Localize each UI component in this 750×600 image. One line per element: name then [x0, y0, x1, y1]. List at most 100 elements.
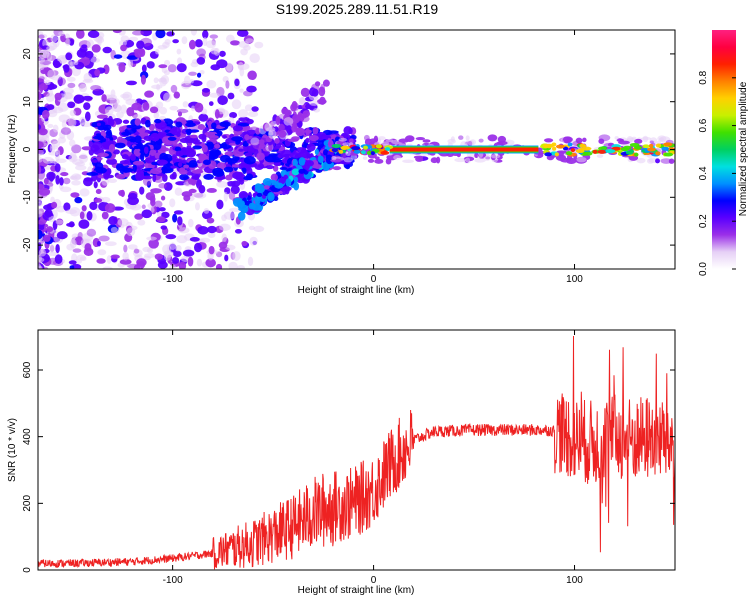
spectrogram-blob: [89, 201, 98, 211]
y-tick-label: -10: [22, 190, 33, 205]
spectrogram-blob: [198, 133, 207, 140]
spectrogram-blob: [143, 255, 151, 261]
spectrogram-blob: [542, 144, 549, 149]
spectrogram-blob: [50, 196, 55, 204]
spectrogram-blob: [299, 97, 306, 105]
spectrogram-blob: [59, 177, 64, 186]
spectrogram-blob: [141, 64, 147, 73]
spectrogram-blob: [38, 165, 42, 175]
spectrogram-blob: [219, 121, 231, 128]
spectrogram-blob: [197, 123, 206, 131]
spectrogram-blob: [95, 188, 102, 195]
spectrogram-blob: [241, 240, 248, 247]
spectrogram-blob: [96, 122, 101, 127]
spectrogram-blob: [66, 76, 76, 82]
spectrogram-blob: [112, 149, 120, 155]
spectrogram-blob: [174, 146, 182, 152]
spectrogram-blob: [69, 265, 75, 269]
spectrogram-blob: [113, 104, 122, 113]
spectrogram-blob: [562, 146, 569, 151]
spectrogram-blob: [69, 239, 77, 249]
spectrogram-blob: [216, 59, 228, 69]
spectrogram-blob: [247, 256, 254, 267]
spectrogram-blob: [50, 34, 58, 43]
spectrogram-blob: [634, 145, 643, 150]
spectrogram-blob: [214, 109, 220, 119]
spectrogram-blob: [185, 149, 196, 158]
spectrogram-blob: [68, 260, 77, 265]
spectrogram-blob: [208, 245, 215, 255]
spectrogram-blob: [171, 154, 177, 160]
spectrogram-blob: [343, 126, 353, 135]
spectrogram-blob: [199, 70, 205, 75]
spectrogram-blob: [171, 257, 180, 264]
spectrogram-blob: [579, 143, 587, 148]
spectrogram-blob: [254, 41, 264, 49]
spectrogram-blob: [175, 150, 184, 157]
spectrogram-blob: [126, 140, 132, 148]
spectrogram-blob: [275, 115, 281, 126]
colorbar-tick-label: 0.4: [698, 166, 709, 180]
spectrogram-blob: [567, 142, 573, 147]
spectrogram-blob: [206, 79, 217, 89]
snr-series-line: [38, 335, 675, 570]
spectrogram-blob: [264, 154, 277, 163]
spectrogram-blob: [224, 244, 236, 251]
spectrogram-blob: [52, 106, 64, 114]
x-tick-label: 0: [371, 274, 377, 285]
spectrogram-blob: [351, 146, 361, 151]
spectrogram-blob: [238, 191, 249, 199]
spectrogram-blob: [38, 141, 44, 149]
spectrogram-blob: [206, 225, 217, 234]
x-tick-label: 100: [566, 575, 583, 586]
spectrogram-blob: [374, 156, 380, 160]
spectrogram-blob: [367, 158, 375, 163]
spectrogram-blob: [263, 185, 270, 190]
spectrogram-blob: [623, 145, 632, 150]
spectrogram-blob: [236, 30, 249, 37]
spectrogram-blob: [150, 199, 156, 207]
spectrogram-blob: [338, 137, 348, 142]
spectrogram-blob: [244, 104, 254, 112]
spectrogram-blob: [38, 78, 45, 86]
spectrogram-blob: [73, 60, 79, 66]
spectrogram-blob: [251, 203, 262, 211]
spectrogram-blob: [340, 152, 347, 159]
spectrogram-blob: [74, 196, 83, 204]
spectrogram-blob: [194, 192, 207, 199]
spectrogram-blob: [56, 231, 68, 240]
spectrogram-blob: [353, 149, 361, 154]
spectrogram-blob: [238, 109, 249, 118]
spectrogram-blob: [582, 137, 587, 143]
spectrogram-blob: [402, 159, 415, 163]
spectrogram-blob: [430, 157, 439, 164]
spectrogram-blob: [94, 69, 101, 77]
spectrogram-blob: [167, 64, 177, 73]
spectrogram-blob: [166, 31, 175, 37]
spectrogram-blob: [201, 144, 208, 153]
spectrogram-blob: [303, 163, 310, 170]
spectrogram-blob: [208, 101, 214, 106]
spectrogram-blob: [237, 122, 250, 127]
y-tick-label: 20: [22, 48, 33, 60]
spectrogram-blob: [169, 198, 176, 208]
spectrogram-blob: [660, 158, 673, 164]
spectrogram-blob: [212, 167, 224, 176]
spectrogram-blob: [219, 223, 231, 232]
spectrogram-blob: [232, 125, 243, 132]
spectrogram-blob: [118, 62, 126, 73]
spectrogram-blob: [63, 64, 70, 73]
spectrogram-blob: [634, 138, 643, 144]
y-tick-label: 0: [22, 146, 33, 152]
spectrogram-blob: [570, 148, 576, 153]
spectrogram-blob: [181, 36, 188, 45]
spectrogram-blob: [314, 148, 319, 156]
spectrogram-blob: [381, 141, 390, 146]
spectrogram-blob: [582, 151, 593, 156]
spectrogram-blob: [196, 72, 202, 78]
spectrogram-blob: [163, 162, 174, 172]
spectrogram-blob: [322, 79, 330, 87]
spectrogram-blob: [87, 30, 100, 38]
spectrogram-blob: [274, 182, 284, 189]
spectrogram-blob: [295, 127, 305, 137]
